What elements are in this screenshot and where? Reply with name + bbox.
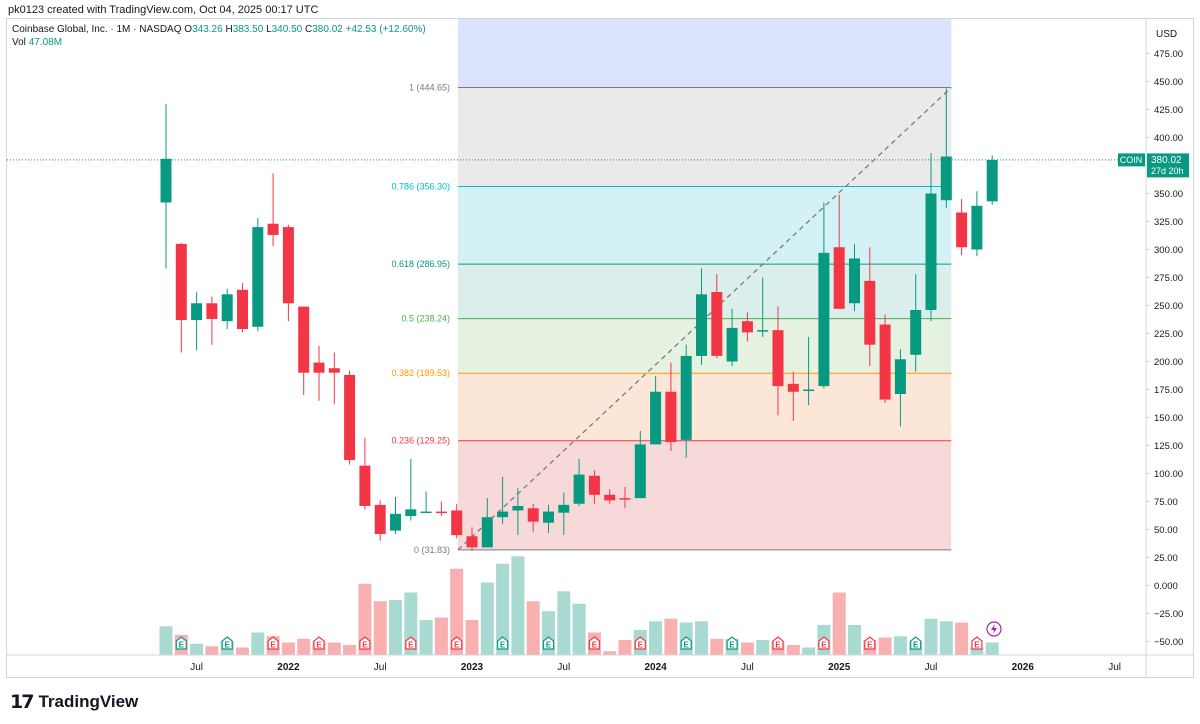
low-label: L bbox=[266, 24, 272, 35]
high-label: H bbox=[225, 24, 233, 35]
brand-name: TradingView bbox=[38, 692, 139, 711]
change-value: +42.53 (+12.60%) bbox=[345, 24, 426, 35]
low-value: 340.50 bbox=[271, 24, 303, 35]
open-value: 343.26 bbox=[192, 24, 223, 35]
volume-legend[interactable]: Vol 47.08M bbox=[12, 37, 62, 48]
close-value: 380.02 bbox=[312, 24, 343, 35]
volume-value: 47.08M bbox=[28, 37, 63, 48]
high-value: 383.50 bbox=[232, 24, 264, 35]
symbol-legend: Coinbase Global, Inc. · 1M · NASDAQ O343… bbox=[12, 24, 426, 35]
chart-frame bbox=[6, 18, 1194, 678]
attribution: pk0123 created with TradingView.com, Oct… bbox=[8, 4, 319, 16]
close-label: C bbox=[305, 24, 313, 35]
symbol-info[interactable]: Coinbase Global, Inc. · 1M · NASDAQ bbox=[12, 24, 182, 35]
tv-logo-icon: 17 bbox=[10, 691, 34, 713]
tradingview-logo[interactable]: 17 TradingView bbox=[10, 690, 138, 714]
volume-label: Vol bbox=[12, 37, 26, 48]
open-label: O bbox=[184, 24, 193, 35]
